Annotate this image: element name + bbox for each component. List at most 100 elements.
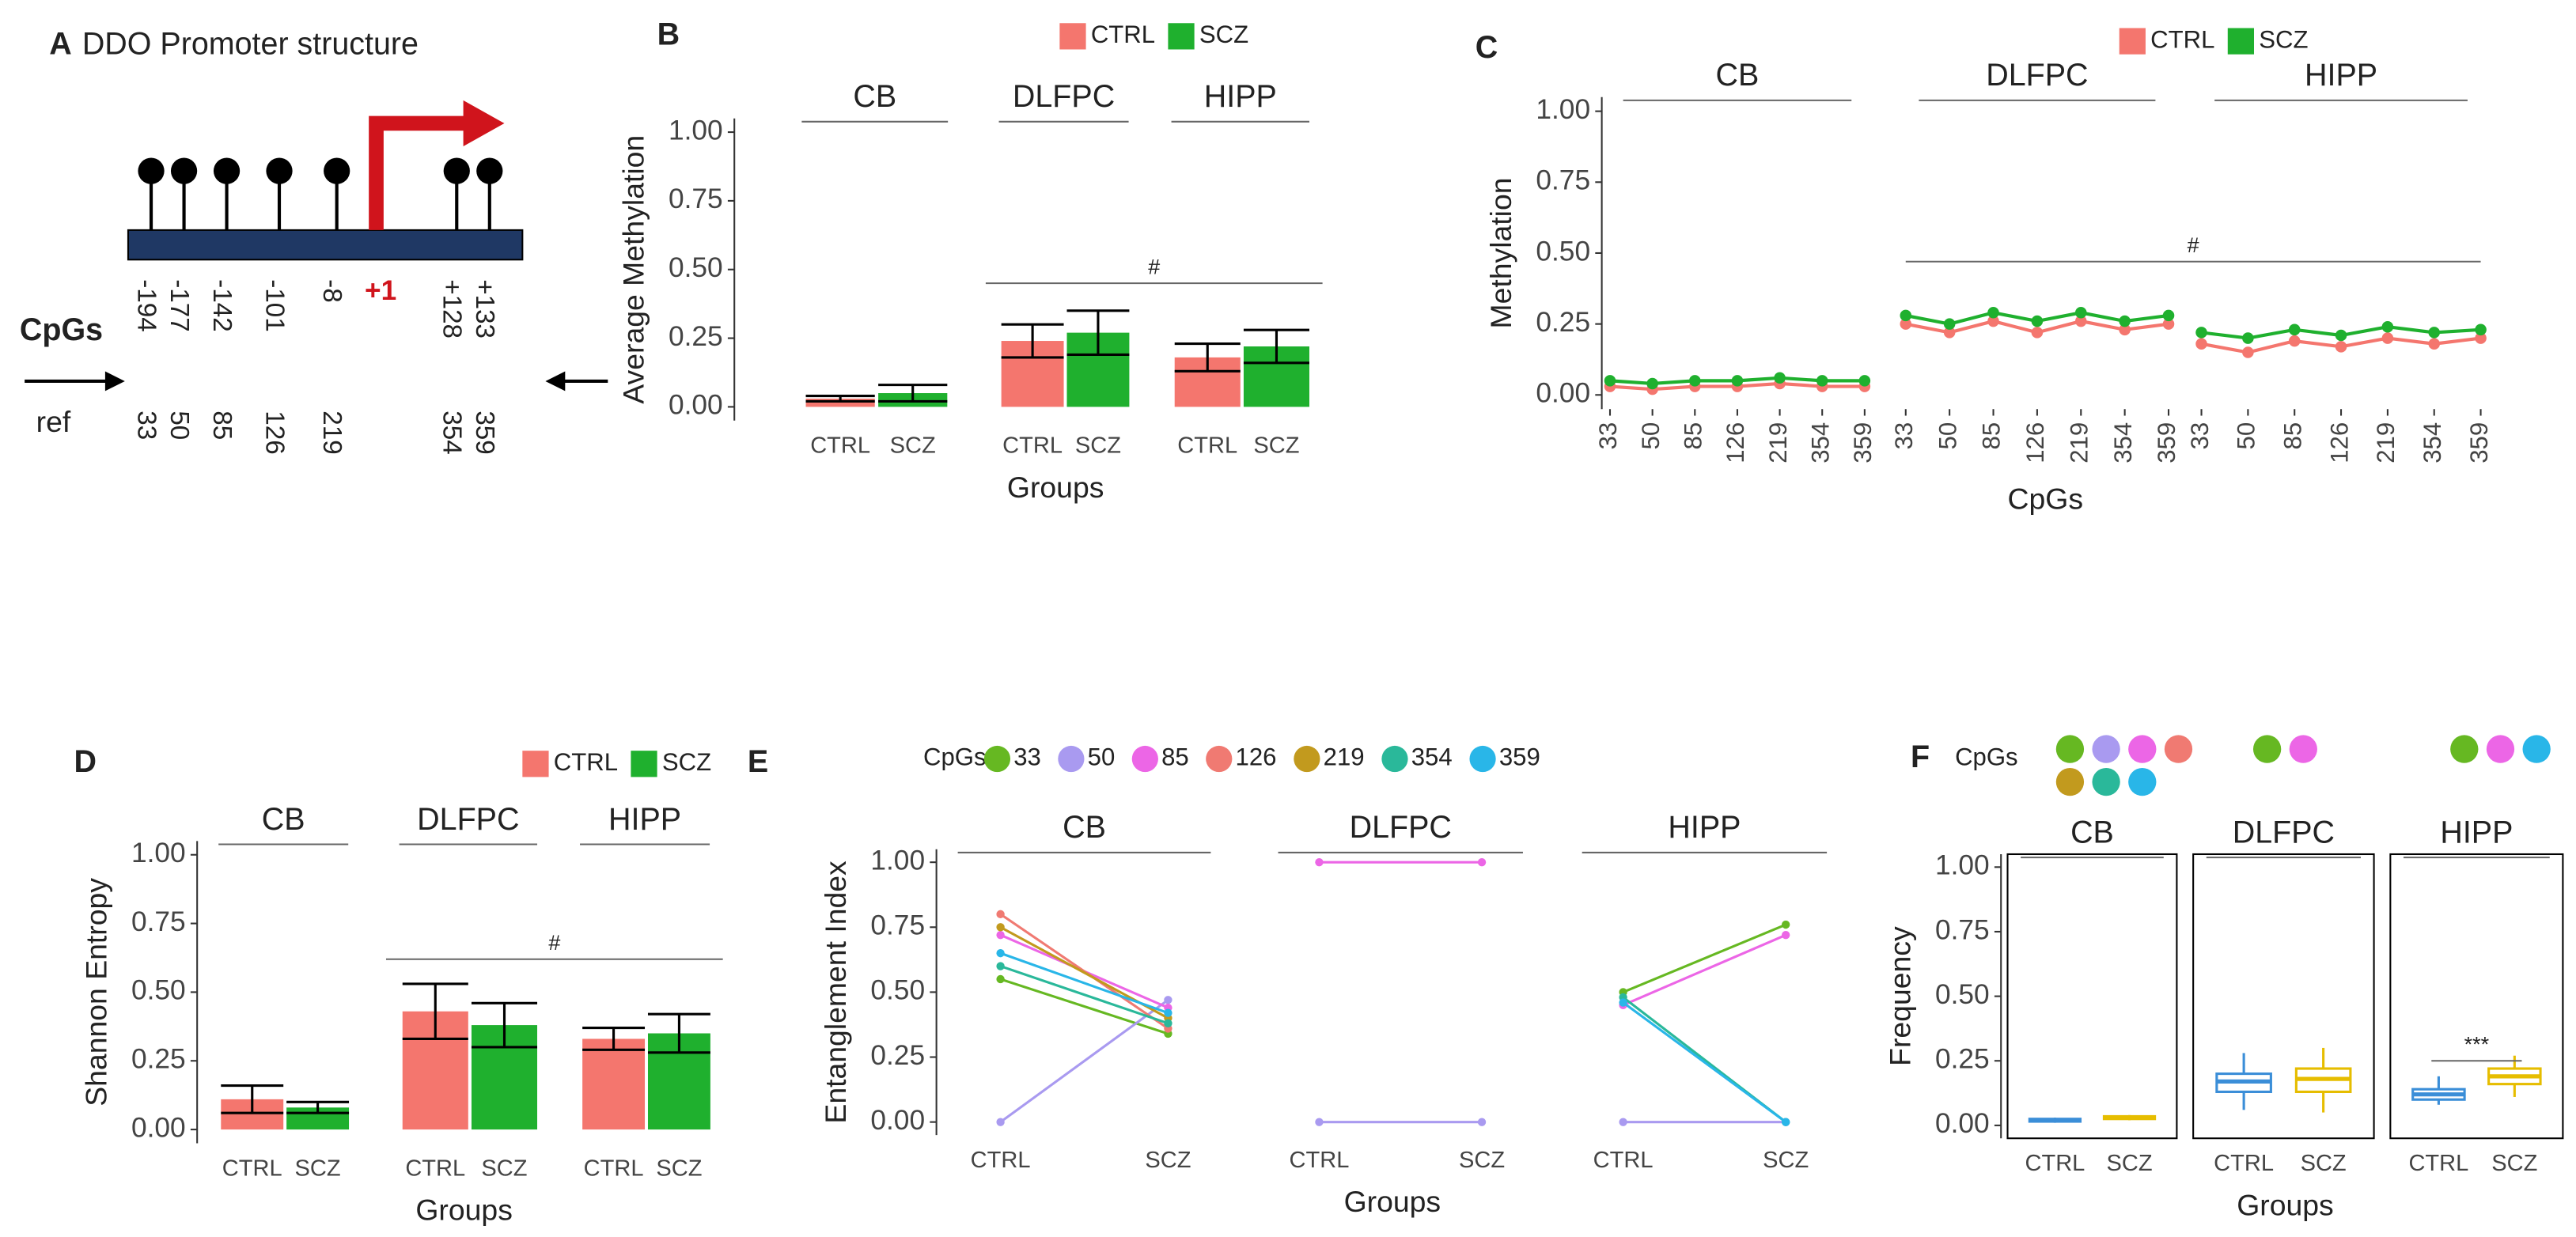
- x-tick-label: 33: [1890, 422, 1918, 450]
- error-bar: [402, 982, 468, 1041]
- point: [2428, 327, 2440, 339]
- x-tick-label: SCZ: [1075, 433, 1121, 459]
- error-bar: [647, 1012, 710, 1054]
- slope-line: [1623, 923, 1786, 993]
- error-bar: [471, 1001, 538, 1049]
- y-tick-label: 0.50: [1536, 236, 1590, 267]
- point: [2335, 341, 2347, 353]
- panel-title: DDO Promoter structure: [82, 27, 419, 62]
- cpg-ref: 219: [317, 410, 347, 454]
- x-tick-label: SCZ: [1253, 433, 1299, 459]
- x-axis-title: Groups: [1007, 471, 1104, 504]
- panel-label: A: [49, 27, 71, 62]
- x-tick-label: 359: [1849, 422, 1877, 463]
- x-tick-label: 219: [1764, 422, 1792, 463]
- cpg-head: [266, 157, 293, 184]
- annotation: #: [548, 931, 560, 955]
- y-tick-label: 0.50: [870, 975, 925, 1006]
- point: [996, 910, 1005, 919]
- cpg-sites: -19433-17750-14285-101126-8219+128354+13…: [131, 157, 503, 455]
- x-tick-label: 354: [1806, 422, 1834, 463]
- point: [1619, 998, 1627, 1007]
- legend-dot: [1469, 745, 1496, 773]
- cpg-ref: 85: [207, 410, 237, 440]
- cpg-position: -8: [317, 279, 347, 303]
- x-tick-label: 50: [1934, 422, 1961, 450]
- y-axis-title: Shannon Entropy: [79, 878, 112, 1106]
- facet-label: DLFPC: [2233, 815, 2335, 849]
- y-tick-label: 0.75: [870, 910, 925, 941]
- cpg-head: [138, 157, 165, 184]
- legend-dot: [1381, 745, 1408, 773]
- y-tick-label: 0.50: [131, 975, 186, 1006]
- bar: [582, 1038, 646, 1130]
- x-tick-label: 359: [2465, 422, 2493, 463]
- y-tick-label: 0.75: [1935, 914, 1990, 945]
- cpg-dot: [2128, 735, 2157, 763]
- legend-label: 219: [1324, 743, 1365, 771]
- x-tick-label: SCZ: [2301, 1151, 2347, 1176]
- error-bar: [582, 1027, 646, 1051]
- x-tick-label: CTRL: [1593, 1148, 1654, 1173]
- facet-label: CB: [1716, 58, 1760, 93]
- facet-label: CB: [853, 79, 896, 114]
- y-tick-label: 1.00: [870, 845, 925, 876]
- legend-dot: [1206, 745, 1233, 773]
- point: [2428, 338, 2440, 350]
- point: [2381, 332, 2394, 344]
- point: [2119, 323, 2131, 336]
- point: [1689, 375, 1701, 387]
- x-tick-label: CTRL: [584, 1156, 644, 1181]
- facet-label: DLFPC: [1013, 79, 1115, 114]
- x-tick-label: CTRL: [222, 1156, 282, 1181]
- x-tick-label: 219: [2372, 422, 2400, 463]
- cpg-head: [476, 157, 503, 184]
- rev-arrowhead: [545, 371, 566, 392]
- panel-a: A DDO Promoter structure +1 CpGs ref -19…: [20, 27, 608, 455]
- x-tick-label: 126: [2325, 422, 2353, 463]
- facet-label: CB: [262, 802, 305, 837]
- point: [1731, 375, 1744, 387]
- point: [996, 1118, 1005, 1126]
- y-tick-label: 0.00: [870, 1105, 925, 1136]
- y-tick-label: 1.00: [1935, 850, 1990, 881]
- facet-label: HIPP: [2440, 815, 2513, 849]
- facet-label: DLFPC: [1986, 58, 2088, 93]
- legend-label: 85: [1161, 743, 1189, 771]
- x-tick-label: SCZ: [656, 1156, 702, 1181]
- legend-label: 50: [1088, 743, 1116, 771]
- x-tick-label: 126: [2021, 422, 2049, 463]
- facet-panel: [2192, 853, 2375, 1140]
- y-tick-label: 0.25: [131, 1044, 186, 1075]
- annotation: ***: [2464, 1033, 2490, 1057]
- slope-line: [1000, 965, 1169, 1025]
- facet-label: HIPP: [1668, 810, 1741, 845]
- point: [1781, 1118, 1790, 1126]
- point: [2162, 309, 2175, 322]
- cpg-head: [443, 157, 470, 184]
- point: [1774, 372, 1786, 384]
- facet-label: DLFPC: [1350, 810, 1452, 845]
- x-tick-label: CTRL: [2408, 1151, 2468, 1176]
- annotation: #: [1148, 255, 1160, 279]
- legend-dot: [1131, 745, 1158, 773]
- x-tick-label: 85: [1680, 422, 1707, 450]
- y-tick-label: 0.00: [1536, 378, 1590, 409]
- slope-line: [1622, 933, 1786, 1007]
- point: [2288, 323, 2301, 336]
- point: [2162, 318, 2175, 330]
- x-axis-title: Groups: [415, 1193, 513, 1227]
- point: [2242, 346, 2254, 358]
- cpg-dot: [2486, 735, 2515, 763]
- x-axis-title: CpGs: [2008, 482, 2084, 515]
- facet-panel: [2006, 853, 2178, 1140]
- point: [1315, 1118, 1324, 1126]
- facet-label: HIPP: [1204, 79, 1277, 114]
- y-axis-title: Entanglement Index: [819, 861, 852, 1124]
- legend-label: 126: [1236, 743, 1277, 771]
- y-tick-label: 0.00: [1935, 1108, 1990, 1139]
- point: [2119, 315, 2131, 327]
- legend-label: CTRL: [1091, 21, 1155, 48]
- y-axis-title: Average Methylation: [616, 135, 650, 404]
- y-tick-label: 1.00: [1536, 94, 1590, 125]
